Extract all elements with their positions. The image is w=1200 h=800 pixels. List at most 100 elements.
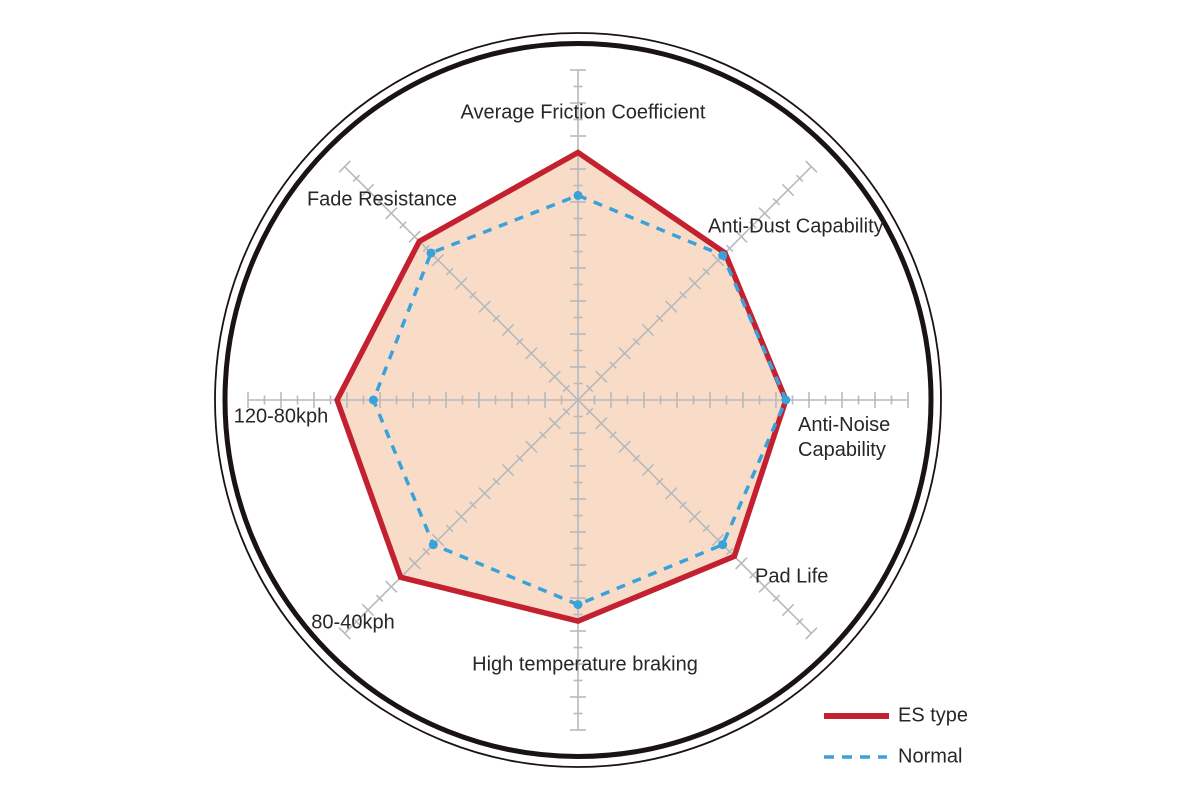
radar-axis-tick <box>735 230 748 243</box>
radar-axis-tick <box>525 347 538 360</box>
radar-axis-tick <box>361 603 375 617</box>
radar-axis-tick <box>375 594 384 603</box>
radar-axis-tick <box>758 580 771 593</box>
radar-axis-tick <box>725 244 734 253</box>
radar-axis-tick <box>805 160 818 173</box>
normal-vertex-dot <box>426 248 436 258</box>
radar-axis-tick <box>795 617 804 626</box>
radar-axis-tick <box>455 277 468 290</box>
radar-axis-tick <box>772 594 781 603</box>
es-type-fill-area <box>337 152 786 622</box>
radar-axis-tick <box>501 323 515 337</box>
axis-label-anti-dust-capability: Anti-Dust Capability <box>708 215 884 238</box>
radar-axis-tick <box>501 463 515 477</box>
radar-axis-tick <box>399 221 407 229</box>
radar-axis-tick <box>492 314 501 323</box>
radar-axis-tick <box>679 501 687 509</box>
normal-vertex-dot <box>573 190 583 200</box>
normal-vertex-dot <box>718 540 728 550</box>
radar-axis-tick <box>431 533 445 547</box>
radar-axis-tick <box>725 547 734 556</box>
radar-axis-tick <box>655 314 664 323</box>
normal-vertex-dot <box>781 395 791 405</box>
radar-axis-tick <box>338 160 351 173</box>
axis-label-120-80kph: 120-80kph <box>233 405 329 428</box>
normal-vertex-dot <box>718 250 728 260</box>
legend-label-es-type: ES type <box>898 704 969 727</box>
es-type-polygon <box>334 149 789 624</box>
radar-axis-tick <box>702 524 711 533</box>
radar-axis-tick <box>445 267 454 276</box>
radar-axis-tick <box>539 361 547 369</box>
radar-axis-tick <box>361 183 375 197</box>
radar-axis-tick <box>585 384 594 393</box>
normal-vertex-dot <box>428 540 438 550</box>
radar-axis-tick <box>688 277 701 290</box>
outer-thick-ring <box>222 41 934 759</box>
radar-axis-tick <box>478 487 491 500</box>
radar-axis-tick <box>632 337 641 346</box>
radar-axis-tick <box>781 183 795 197</box>
normal-vertex-dot <box>573 600 583 610</box>
radar-axis-tick <box>539 431 547 439</box>
radar-axis-tick <box>618 440 631 453</box>
normal-polygon <box>371 193 788 607</box>
radar-axis-tick <box>478 300 491 313</box>
radar-axis-tick <box>385 580 398 593</box>
axis-label-pad-life: Pad Life <box>755 565 829 588</box>
radar-axis-tick <box>711 533 725 547</box>
radar-axis-tick <box>385 207 398 220</box>
radar-axis-tick <box>515 454 524 463</box>
radar-axis-tick <box>352 174 361 183</box>
radar-axis-tick <box>781 603 795 617</box>
radar-axis-tick <box>525 440 538 453</box>
radar-axis-tick <box>641 323 655 337</box>
radar-axis-tick <box>548 370 561 383</box>
axis-label-fade-resistance: Fade Resistance <box>306 188 458 211</box>
radar-axis-tick <box>562 384 571 393</box>
axis-label-anti-noise-capability: Anti-Noise Capability <box>798 414 891 461</box>
outer-thin-ring <box>214 32 942 768</box>
radar-axis-tick <box>805 627 818 640</box>
radar-axis-tick <box>711 253 725 267</box>
radar-axis-tick <box>702 267 711 276</box>
axis-label-high-temperature-braking: High temperature braking <box>472 653 698 676</box>
radar-axis-tick <box>431 253 445 267</box>
radar-axis-tick <box>749 571 757 579</box>
radar-axis-tick <box>595 417 608 430</box>
radar-axis-tick <box>688 510 701 523</box>
radar-axis-tick <box>735 557 748 570</box>
radar-axis-tick <box>795 174 804 183</box>
radar-axis-tick <box>422 244 431 253</box>
radar-axis-tick <box>548 417 561 430</box>
radar-axis-tick <box>665 487 678 500</box>
radar-axis-tick <box>408 557 421 570</box>
legend-label-normal: Normal <box>898 745 963 768</box>
radar-axis-tick <box>772 197 781 206</box>
axis-label-average-friction-coefficient: Average Friction Coefficient <box>460 101 706 124</box>
radar-axis-tick <box>408 230 421 243</box>
radar-axis-tick <box>655 477 664 486</box>
radar-axis-tick <box>422 547 431 556</box>
radar-axis-tick <box>515 337 524 346</box>
radar-axis-tick <box>455 510 468 523</box>
radar-axis-tick <box>562 407 571 416</box>
radar-axis-tick <box>609 361 617 369</box>
radar-axis-tick <box>585 407 594 416</box>
radar-axis-tick <box>679 291 687 299</box>
radar-axis-tick <box>665 300 678 313</box>
radar-axis-tick <box>641 463 655 477</box>
radar-axis-tick <box>595 370 608 383</box>
normal-vertex-dot <box>368 395 378 405</box>
radar-axis-tick <box>758 207 771 220</box>
radar-axis-tick <box>492 477 501 486</box>
radar-axis-tick <box>469 501 477 509</box>
radar-axis-tick <box>469 291 477 299</box>
radar-axis-tick <box>445 524 454 533</box>
radar-axis-tick <box>749 221 757 229</box>
radar-axis-tick <box>352 617 361 626</box>
radar-axis-tick <box>609 431 617 439</box>
radar-axis-tick <box>375 197 384 206</box>
radar-axis-tick <box>632 454 641 463</box>
